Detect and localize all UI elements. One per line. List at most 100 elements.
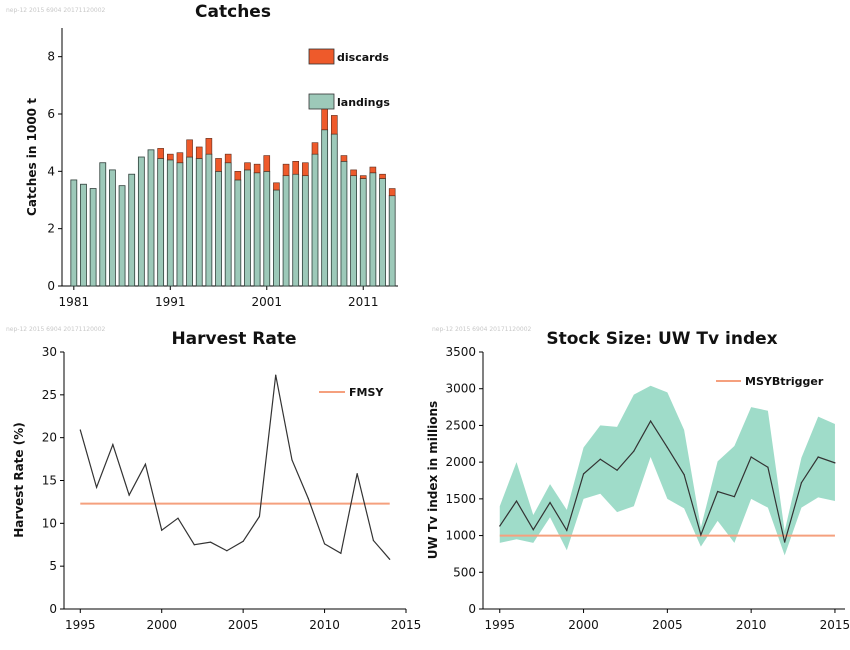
harvest-ytick-label: 20 <box>42 431 57 445</box>
discards-bar <box>205 138 213 155</box>
catches-xtick-label: 1981 <box>59 295 90 309</box>
legend-landings-swatch <box>308 93 335 110</box>
uwtv-index-point <box>784 541 786 543</box>
uwtv-index-point <box>649 420 652 422</box>
uwtv-index-point <box>834 462 836 464</box>
landings-bar <box>311 153 319 287</box>
uwtv-index-point <box>817 456 819 458</box>
catches-ylabel: Catches in 1000 t <box>25 98 39 216</box>
harvest-rate-point <box>209 541 212 543</box>
harvest-rate-point <box>128 494 130 496</box>
discards-bar <box>234 171 242 181</box>
harvest-rate-point <box>161 529 163 531</box>
harvest-rate-point <box>79 429 81 431</box>
discards-bar <box>282 163 290 176</box>
uwtv-index-point <box>800 482 803 484</box>
landings-bar <box>147 149 155 287</box>
discards-bar <box>195 146 203 159</box>
harvest-rate-line <box>79 375 391 560</box>
harvest-rate-point <box>340 552 342 554</box>
stock-xtick-label: 2005 <box>652 618 683 632</box>
landings-bar <box>292 173 300 287</box>
discards-bar <box>340 155 348 162</box>
harvest-ytick-label: 30 <box>42 345 57 359</box>
discards-bar <box>321 107 328 131</box>
legend-discards-label: discards <box>337 51 389 64</box>
harvest-xtick-label: 1995 <box>65 618 96 632</box>
harvest-xtick-label: 2010 <box>309 618 340 632</box>
harvest-ytick-label: 0 <box>49 602 57 616</box>
discards-bar <box>157 148 164 159</box>
landings-bar <box>350 175 357 287</box>
landings-bar <box>166 159 174 287</box>
landings-bar <box>369 172 377 287</box>
uwtv-index-point <box>582 473 585 475</box>
harvest-rate-point <box>258 515 261 518</box>
stock-title: Stock Size: UW Tv index <box>546 329 777 349</box>
legend-fmsy-label: FMSY <box>349 386 384 399</box>
harvest-rate-point <box>291 459 293 461</box>
landings-bar <box>359 178 367 287</box>
discards-bar <box>253 163 261 174</box>
harvest-xtick-label: 2000 <box>146 618 177 632</box>
stock-ytick-label: 2000 <box>445 455 476 469</box>
catches-ytick-label: 2 <box>47 222 55 236</box>
landings-bar <box>301 175 309 287</box>
stock-ytick-label: 2500 <box>445 418 476 432</box>
landings-bar <box>109 169 116 287</box>
discards-bar <box>186 139 193 158</box>
landings-bar <box>330 133 338 287</box>
discards-bar <box>379 173 386 179</box>
harvest-rate-point <box>144 463 147 465</box>
landings-bar <box>157 158 165 287</box>
landings-bar <box>234 179 242 287</box>
discards-bar <box>215 158 222 172</box>
stock-ytick-label: 500 <box>453 565 476 579</box>
catches-ytick-label: 6 <box>47 107 55 121</box>
harvest-rate-point <box>177 517 179 519</box>
stock-xtick-label: 2010 <box>736 618 767 632</box>
harvest-rate-point <box>307 497 309 500</box>
catches-xtick-label: 2011 <box>348 295 379 309</box>
discards-bar <box>263 155 271 172</box>
landings-bar <box>244 169 251 287</box>
landings-bar <box>224 162 232 287</box>
harvest-ylabel: Harvest Rate (%) <box>12 422 26 537</box>
uwtv-index-point <box>666 446 668 449</box>
stock-ytick-label: 0 <box>468 602 476 616</box>
catches-title: Catches <box>195 2 271 22</box>
discards-bar <box>369 166 377 174</box>
catches-xtick-label: 2001 <box>251 295 282 309</box>
harvest-rate-point <box>226 550 228 552</box>
landings-bar <box>195 158 203 287</box>
uwtv-index-point <box>566 529 568 532</box>
harvest-ytick-label: 10 <box>42 516 57 530</box>
landings-bar <box>263 170 271 287</box>
harvest-rate-point <box>356 473 358 475</box>
landings-bar <box>340 160 348 287</box>
watermark-stock: nep-12 2015 6904 20171120002 <box>432 326 532 333</box>
uwtv-index-point <box>700 534 702 536</box>
landings-bar <box>253 172 261 287</box>
landings-bar <box>379 178 386 287</box>
uwtv-index-point <box>750 456 752 458</box>
harvest-xtick-label: 2005 <box>228 618 259 632</box>
uwtv-index-point <box>633 450 635 452</box>
legend-landings-label: landings <box>337 96 390 109</box>
uwtv-index-point <box>549 501 551 504</box>
harvest-xtick-label: 2015 <box>391 618 422 632</box>
harvest-rate-point <box>323 543 326 545</box>
catches-ytick-label: 8 <box>47 50 55 64</box>
uwtv-index-point <box>532 529 534 531</box>
watermark-catches: nep-12 2015 6904 20171120002 <box>6 7 106 14</box>
stock-ytick-label: 3500 <box>445 345 476 359</box>
discards-bar <box>331 115 338 135</box>
legend-msybtrigger-label: MSYBtrigger <box>745 375 824 388</box>
discards-bar <box>311 142 319 155</box>
discards-bar <box>244 162 251 171</box>
stock-ytick-label: 1000 <box>445 529 476 543</box>
confidence-band <box>499 385 835 556</box>
harvest-rate-point <box>193 544 195 546</box>
harvest-title: Harvest Rate <box>171 329 296 349</box>
